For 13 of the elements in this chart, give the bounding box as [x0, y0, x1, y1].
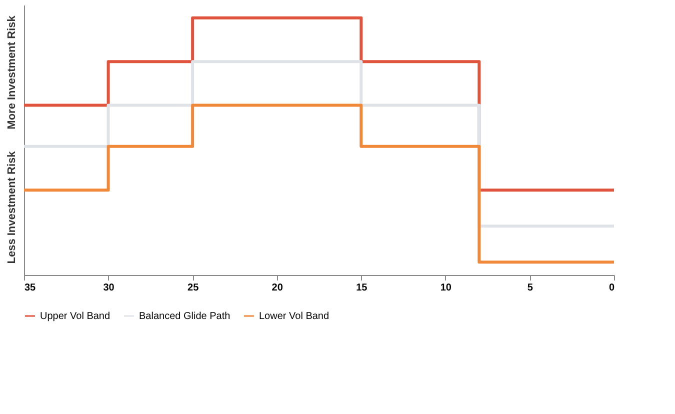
- x-tick-label: 30: [103, 282, 115, 294]
- legend-label: Upper Vol Band: [40, 311, 110, 322]
- legend-label: Balanced Glide Path: [139, 311, 230, 322]
- text: Less Investment Risk: [6, 150, 18, 264]
- legend-label: Lower Vol Band: [259, 311, 330, 322]
- x-tick-label: 25: [188, 282, 200, 294]
- text: More Investment Risk: [6, 14, 18, 130]
- x-tick-label: 0: [608, 282, 615, 294]
- x-tick-label: 35: [24, 282, 36, 294]
- x-tick-label: 15: [356, 282, 368, 294]
- x-tick-label: 10: [440, 282, 452, 294]
- x-tick-label: 5: [527, 282, 534, 294]
- x-tick-label: 20: [272, 282, 284, 294]
